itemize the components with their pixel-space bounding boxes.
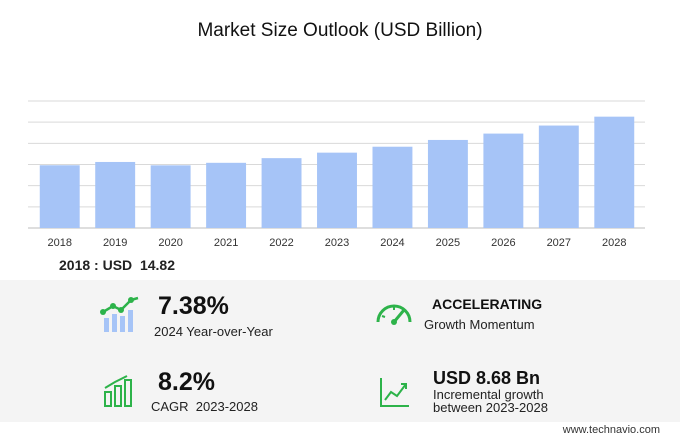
bar-2023	[317, 152, 357, 228]
x-tick-label: 2020	[158, 237, 182, 249]
reference-amount: 14.82	[139, 257, 175, 273]
line-chart-icon	[380, 378, 409, 407]
x-tick-label: 2023	[325, 237, 349, 249]
incremental-label-line1: Incremental growth	[433, 387, 544, 402]
cagr-value: 8.2%	[158, 368, 215, 396]
yoy-value: 7.38%	[158, 292, 229, 320]
x-tick-label: 2024	[380, 237, 404, 249]
footer-link[interactable]: www.technavio.com	[562, 424, 660, 436]
bar-2027	[538, 125, 579, 228]
bar-2022	[261, 158, 302, 228]
bar-2024	[372, 146, 413, 228]
bar-2021	[206, 162, 247, 228]
speedometer-icon	[376, 304, 412, 325]
reference-separator: :	[94, 257, 99, 273]
reference-value: 2018 : USD 14.82	[59, 257, 175, 273]
x-tick-label: 2027	[547, 237, 571, 249]
yoy-label: 2024 Year-over-Year	[154, 324, 273, 339]
x-tick-label: 2026	[491, 237, 515, 249]
growth-bars-icon	[104, 375, 132, 407]
bar-2025	[427, 139, 468, 228]
stats-panel: 7.38% 2024 Year-over-Year ACCELERATING G…	[0, 280, 680, 422]
x-tick-label: 2021	[214, 237, 238, 249]
bar-chart-trend-icon	[100, 296, 139, 332]
momentum-value: ACCELERATING	[432, 296, 543, 312]
momentum-label: Growth Momentum	[424, 317, 535, 332]
chart-title: Market Size Outlook (USD Billion)	[197, 20, 483, 41]
incremental-label: Incremental growth between 2023-2028	[433, 388, 548, 414]
bar-2028	[594, 116, 635, 228]
x-tick-label: 2028	[602, 237, 626, 249]
bar-2020	[150, 165, 191, 228]
x-tick-label: 2018	[47, 237, 71, 249]
bar-chart: 2018 2019 2020 2021 2022 2023 2024 2025 2026 2027…	[28, 100, 645, 249]
x-tick-label: 2019	[103, 237, 127, 249]
x-tick-label: 2022	[269, 237, 293, 249]
cagr-label: CAGR 2023-2028	[151, 399, 258, 414]
incremental-value: USD 8.68 Bn	[433, 368, 541, 388]
bar-2026	[483, 133, 524, 228]
bar-2019	[95, 161, 136, 228]
incremental-label-line2: between 2023-2028	[433, 400, 548, 415]
reference-year: 2018	[59, 257, 91, 273]
x-tick-label: 2025	[436, 237, 460, 249]
reference-currency: USD	[102, 257, 133, 273]
bar-2018	[39, 165, 80, 228]
